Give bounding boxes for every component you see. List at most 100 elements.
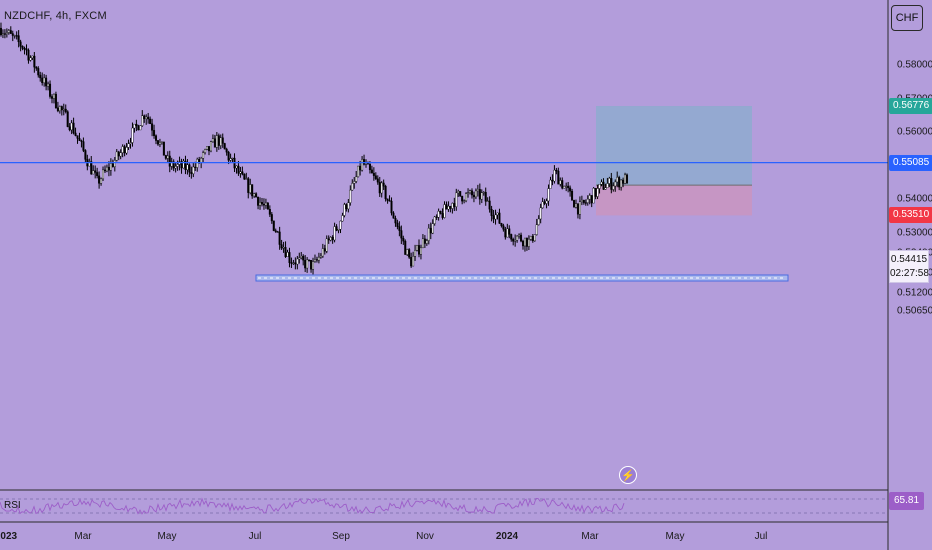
candle-body: [545, 200, 548, 204]
candle-body: [141, 115, 144, 126]
x-axis-label: 2024: [495, 531, 519, 542]
candle-body: [137, 125, 140, 131]
candle-body: [488, 200, 491, 210]
candle-body: [180, 161, 183, 169]
candle-body: [272, 220, 275, 231]
candle-body: [476, 189, 479, 192]
candle-body: [357, 165, 360, 178]
candle-body: [260, 202, 263, 205]
y-axis-tick: 0.58000: [897, 59, 932, 71]
candle-body: [461, 195, 464, 202]
candle-body: [396, 222, 399, 227]
x-axis-label: Jul: [248, 531, 262, 542]
candle-body: [539, 207, 542, 220]
candle-body: [408, 249, 411, 258]
target-price-badge: 0.56776: [889, 98, 932, 114]
candle-body: [102, 169, 105, 180]
candle-body: [168, 155, 171, 167]
lightning-icon[interactable]: ⚡: [619, 466, 637, 484]
candle-body: [113, 160, 116, 168]
candle-body: [451, 203, 454, 209]
x-axis-label: Mar: [74, 531, 92, 542]
currency-button[interactable]: CHF: [891, 5, 923, 31]
candle-body: [480, 192, 483, 200]
candle-body: [302, 255, 305, 261]
rsi-value-badge: 65.81: [889, 492, 925, 510]
candle-body: [514, 240, 517, 242]
candle-body: [145, 116, 148, 120]
candle-body: [33, 55, 36, 68]
candle-body: [492, 215, 495, 220]
candle-body: [368, 163, 371, 171]
candle-body: [372, 172, 375, 176]
rsi-label[interactable]: RSI: [4, 500, 21, 511]
candle-body: [294, 262, 297, 265]
current-price: 0.54415: [890, 254, 928, 265]
candle-body: [111, 163, 114, 168]
candle-body: [253, 193, 256, 197]
candle-body: [11, 33, 14, 36]
y-axis-tick: 0.53000: [897, 227, 932, 238]
candle-body: [380, 182, 383, 194]
candle-body: [29, 57, 32, 61]
candle-body: [202, 152, 205, 159]
candle-body: [574, 203, 577, 208]
candle-body: [449, 206, 452, 209]
candle-body: [414, 250, 417, 257]
candle-body: [245, 178, 248, 180]
symbol-title[interactable]: NZDCHF, 4h, FXCM: [4, 10, 107, 22]
x-axis-label: Nov: [416, 531, 434, 542]
candle-body: [211, 138, 214, 142]
candle-body: [298, 257, 301, 260]
candle-body: [439, 211, 442, 214]
candle-body: [308, 259, 311, 261]
candle-body: [612, 185, 615, 190]
candle-body: [586, 198, 589, 203]
candle-body: [241, 171, 244, 175]
candle-body: [215, 135, 218, 148]
candle-body: [469, 190, 472, 193]
candle-body: [115, 151, 118, 161]
candle-body: [225, 148, 228, 153]
candle-body: [359, 165, 362, 171]
candle-body: [535, 224, 538, 235]
y-axis-tick: 0.51200: [897, 287, 932, 299]
candle-body: [433, 216, 436, 224]
candle-body: [470, 190, 473, 196]
y-axis-tick: 0.56000: [897, 126, 932, 138]
candle-body: [400, 230, 403, 239]
candle-body: [72, 122, 75, 134]
candle-body: [312, 261, 315, 270]
candle-body: [559, 180, 562, 185]
candle-body: [174, 166, 177, 169]
candle-body: [257, 196, 260, 206]
candle-body: [131, 127, 134, 143]
candle-body: [361, 159, 364, 171]
candle-body: [343, 204, 346, 216]
candle-body: [425, 240, 428, 244]
candle-body: [608, 178, 611, 184]
candle-body: [543, 201, 546, 204]
candle-body: [208, 146, 211, 152]
candle-body: [578, 201, 581, 215]
candle-body: [23, 48, 26, 50]
candle-body: [504, 229, 507, 238]
candle-body: [206, 146, 209, 150]
candle-body: [576, 203, 579, 215]
candle-body: [52, 93, 55, 99]
candle-body: [392, 212, 395, 219]
candle-body: [123, 146, 126, 154]
candle-body: [153, 130, 156, 136]
candle-body: [31, 55, 34, 59]
candle-body: [531, 236, 534, 242]
x-axis-label: May: [157, 531, 177, 542]
candle-body: [500, 223, 503, 226]
candle-body: [306, 259, 309, 269]
candle-body: [604, 187, 607, 190]
candle-body: [274, 230, 277, 232]
candle-body: [184, 160, 187, 171]
candle-body: [416, 245, 419, 251]
candle-body: [494, 214, 497, 220]
candle-body: [270, 214, 273, 222]
